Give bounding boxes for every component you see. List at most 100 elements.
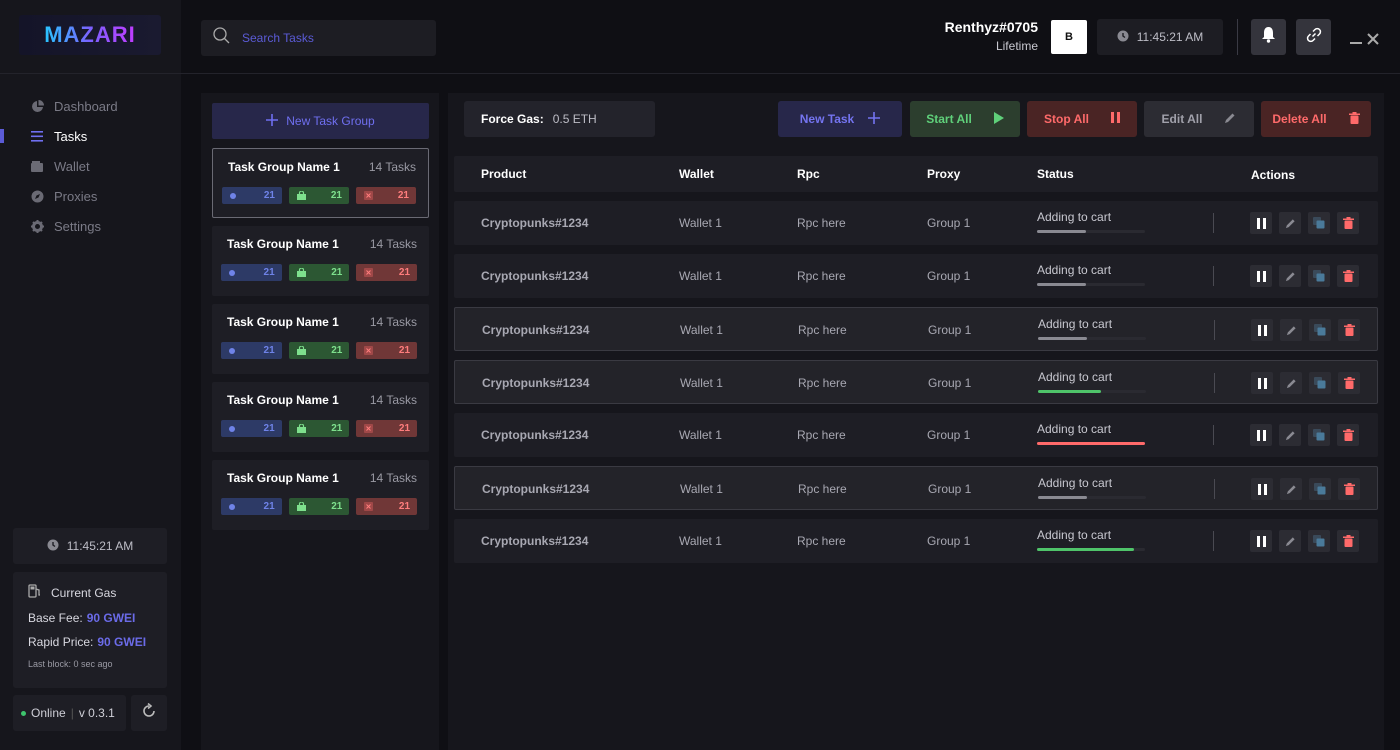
- sidebar-item-dashboard[interactable]: Dashboard: [0, 91, 181, 121]
- edit-button[interactable]: [1279, 530, 1301, 552]
- search-box[interactable]: [201, 20, 436, 56]
- edit-button[interactable]: [1280, 372, 1302, 394]
- task-row[interactable]: Cryptopunks#1234 Wallet 1 Rpc here Group 1 A…: [454, 519, 1378, 563]
- pencil-icon: [1286, 378, 1297, 389]
- task-progress-bar: [1038, 496, 1146, 499]
- task-progress-bar: [1038, 337, 1146, 340]
- task-group-name: Task Group Name 1: [227, 237, 339, 251]
- task-wallet: Wallet 1: [680, 323, 723, 337]
- sidebar-item-tasks[interactable]: Tasks: [0, 121, 181, 151]
- task-groups-panel: New Task Group Task Group Name 1 14 Tasks…: [201, 93, 439, 750]
- plus-icon: [868, 111, 881, 127]
- delete-button[interactable]: [1337, 265, 1359, 287]
- edit-button[interactable]: [1280, 319, 1302, 341]
- duplicate-button[interactable]: [1308, 530, 1330, 552]
- delete-button[interactable]: [1337, 212, 1359, 234]
- sidebar-item-label: Proxies: [54, 188, 98, 204]
- pause-button[interactable]: [1250, 424, 1272, 446]
- close-button[interactable]: [1367, 33, 1379, 48]
- task-row[interactable]: Cryptopunks#1234 Wallet 1 Rpc here Group 1 A…: [454, 466, 1378, 510]
- task-product: Cryptopunks#1234: [481, 534, 589, 548]
- task-row[interactable]: Cryptopunks#1234 Wallet 1 Rpc here Group 1 A…: [454, 254, 1378, 298]
- copy-icon: [1313, 429, 1325, 441]
- task-group-card[interactable]: Task Group Name 1 14 Tasks 21 21 21: [212, 382, 429, 452]
- pause-button[interactable]: [1250, 212, 1272, 234]
- pause-button[interactable]: [1250, 530, 1272, 552]
- pause-button[interactable]: [1251, 319, 1273, 341]
- task-wallet: Wallet 1: [679, 269, 722, 283]
- task-rpc: Rpc here: [798, 323, 847, 337]
- col-proxy[interactable]: Proxy: [927, 167, 961, 181]
- copy-icon: [1314, 377, 1326, 389]
- delete-button[interactable]: [1337, 424, 1359, 446]
- force-gas-value[interactable]: 0.5 ETH: [552, 112, 597, 126]
- edit-button[interactable]: [1279, 265, 1301, 287]
- task-group-count: 14 Tasks: [369, 315, 417, 329]
- edit-button[interactable]: [1279, 212, 1301, 234]
- task-row[interactable]: Cryptopunks#1234 Wallet 1 Rpc here Group 1 A…: [454, 360, 1378, 404]
- new-task-button[interactable]: New Task: [778, 101, 902, 137]
- duplicate-button[interactable]: [1309, 372, 1331, 394]
- stop-all-button[interactable]: Stop All: [1027, 101, 1137, 137]
- search-input[interactable]: [242, 31, 412, 45]
- running-count-badge: 21: [221, 498, 282, 515]
- minimize-button[interactable]: [1350, 33, 1362, 48]
- col-wallet[interactable]: Wallet: [679, 167, 714, 181]
- x-icon: [364, 191, 373, 200]
- refresh-button[interactable]: [131, 695, 167, 731]
- trash-icon: [1342, 217, 1354, 229]
- duplicate-button[interactable]: [1308, 424, 1330, 446]
- sidebar-item-proxies[interactable]: Proxies: [0, 181, 181, 211]
- task-rpc: Rpc here: [797, 534, 846, 548]
- header-divider: [0, 73, 1400, 74]
- row-separator: [1214, 373, 1215, 393]
- col-product[interactable]: Product: [481, 167, 527, 181]
- task-group-card[interactable]: Task Group Name 1 14 Tasks 21 21 21: [212, 304, 429, 374]
- task-proxy: Group 1: [928, 323, 972, 337]
- task-row[interactable]: Cryptopunks#1234 Wallet 1 Rpc here Group 1 A…: [454, 413, 1378, 457]
- duplicate-button[interactable]: [1308, 212, 1330, 234]
- task-status: Adding to cart: [1037, 263, 1112, 277]
- delete-button[interactable]: [1338, 478, 1360, 500]
- pause-icon: [1256, 270, 1266, 282]
- task-group-card[interactable]: Task Group Name 1 14 Tasks 21 21 21: [212, 460, 429, 530]
- edit-button[interactable]: [1280, 478, 1302, 500]
- duplicate-button[interactable]: [1308, 265, 1330, 287]
- delete-button[interactable]: [1338, 372, 1360, 394]
- pause-button[interactable]: [1251, 372, 1273, 394]
- edit-all-button[interactable]: Edit All: [1144, 101, 1254, 137]
- duplicate-button[interactable]: [1309, 478, 1331, 500]
- delete-button[interactable]: [1338, 319, 1360, 341]
- sidebar-item-settings[interactable]: Settings: [0, 211, 181, 241]
- trash-icon: [1342, 535, 1354, 547]
- compass-icon: [30, 189, 44, 203]
- x-icon: [364, 502, 374, 511]
- col-rpc[interactable]: Rpc: [797, 167, 820, 181]
- task-row[interactable]: Cryptopunks#1234 Wallet 1 Rpc here Group 1 A…: [454, 307, 1378, 351]
- sidebar-item-wallet[interactable]: Wallet: [0, 151, 181, 181]
- trash-icon: [1342, 429, 1354, 441]
- pause-button[interactable]: [1250, 265, 1272, 287]
- notifications-button[interactable]: [1251, 19, 1286, 55]
- task-row[interactable]: Cryptopunks#1234 Wallet 1 Rpc here Group 1 A…: [454, 201, 1378, 245]
- task-group-card[interactable]: Task Group Name 1 14 Tasks 21 21 21: [212, 148, 429, 218]
- avatar[interactable]: B: [1051, 20, 1087, 54]
- pause-button[interactable]: [1251, 478, 1273, 500]
- delete-button[interactable]: [1337, 530, 1359, 552]
- task-progress-bar: [1037, 283, 1145, 286]
- duplicate-button[interactable]: [1309, 319, 1331, 341]
- edit-button[interactable]: [1279, 424, 1301, 446]
- status-text: Online: [31, 706, 66, 720]
- link-button[interactable]: [1296, 19, 1331, 55]
- failed-count-badge: 21: [356, 420, 418, 437]
- start-all-button[interactable]: Start All: [910, 101, 1020, 137]
- task-group-card[interactable]: Task Group Name 1 14 Tasks 21 21 21: [212, 226, 429, 296]
- new-task-group-button[interactable]: New Task Group: [212, 103, 429, 139]
- task-rpc: Rpc here: [797, 428, 846, 442]
- username: Renthyz#0705: [944, 19, 1038, 35]
- force-gas-field[interactable]: Force Gas: 0.5 ETH: [464, 101, 655, 137]
- col-status[interactable]: Status: [1037, 167, 1074, 181]
- row-separator: [1214, 320, 1215, 340]
- delete-all-button[interactable]: Delete All: [1261, 101, 1371, 137]
- row-separator: [1214, 479, 1215, 499]
